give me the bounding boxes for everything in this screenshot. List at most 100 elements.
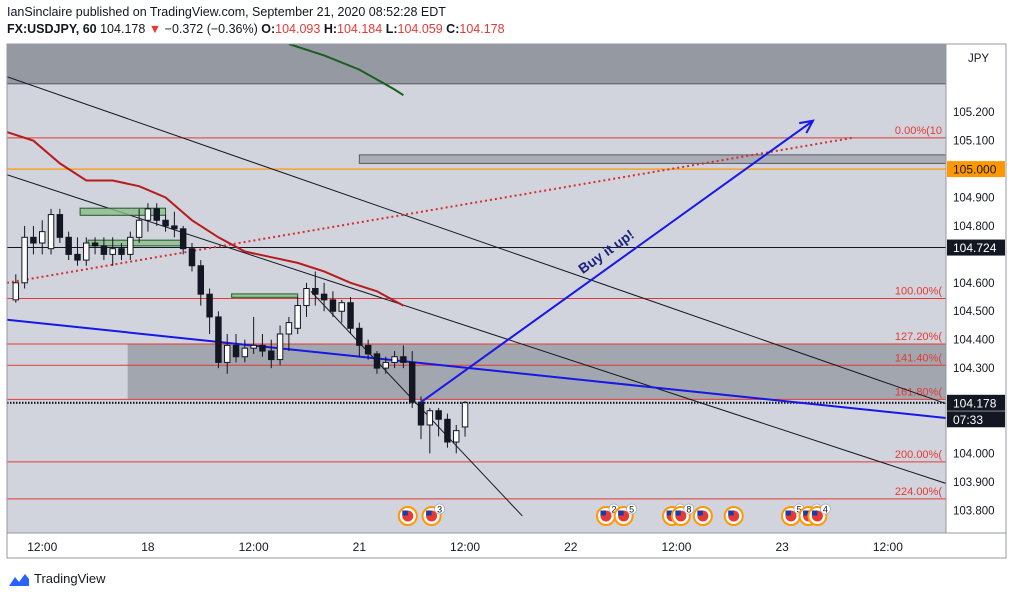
event-flag-canton xyxy=(402,510,408,516)
candle-body xyxy=(426,410,434,426)
candle-body xyxy=(382,361,390,369)
candle xyxy=(109,237,116,266)
candle xyxy=(285,316,293,352)
x-tick-label: 21 xyxy=(353,540,367,554)
price-badge-label: 104.178 xyxy=(953,396,997,410)
candle-body xyxy=(329,299,337,312)
zone-rect xyxy=(7,44,946,85)
candle xyxy=(30,225,37,255)
plot-background xyxy=(7,44,946,533)
candle-body xyxy=(47,214,55,250)
candle xyxy=(444,413,451,448)
price-badge-label: 07:33 xyxy=(953,413,983,427)
candle xyxy=(65,231,72,261)
event-marker-icon xyxy=(397,506,418,526)
x-tick-label: 22 xyxy=(564,540,578,554)
candle-body xyxy=(171,225,178,230)
trend-line xyxy=(7,76,946,405)
event-flag-canton xyxy=(697,510,703,516)
price-badge xyxy=(947,161,1005,178)
candle-body xyxy=(241,347,249,358)
event-count-bubble xyxy=(820,503,831,515)
event-marker-icon: 3 xyxy=(421,503,445,526)
price-chart[interactable]: 0.00%(10 100.00%(127.20%(141.40%(161.80%(… xyxy=(0,0,1013,566)
candle-body xyxy=(461,402,469,428)
candle-body xyxy=(285,322,293,335)
candle-body xyxy=(21,236,28,284)
event-flag-canton xyxy=(811,510,818,516)
event-flag-canton xyxy=(426,510,432,516)
candle xyxy=(373,351,381,374)
event-count: 4 xyxy=(823,505,828,515)
zone-rect xyxy=(358,154,946,164)
event-marker-icon: 4 xyxy=(807,503,831,526)
candle xyxy=(232,333,240,363)
candle-body xyxy=(347,302,354,329)
symbol-line: FX:USDJPY, 60 104.178 ▼ −0.372 (−0.36%) … xyxy=(7,22,505,36)
candle xyxy=(312,271,319,306)
candle xyxy=(435,407,442,437)
event-count: 5 xyxy=(629,505,634,515)
candle-body xyxy=(444,418,451,443)
event-marker-icon xyxy=(723,506,744,526)
candle-body xyxy=(320,293,328,301)
candle xyxy=(135,208,143,244)
event-count-bubble xyxy=(434,503,445,515)
x-tick-label: 12:00 xyxy=(661,540,691,554)
open-value: 104.093 xyxy=(275,22,321,36)
candle xyxy=(74,237,81,266)
open-label: O: xyxy=(261,22,276,36)
candle-body xyxy=(232,344,240,358)
candle xyxy=(268,339,275,369)
event-flag-canton xyxy=(666,510,673,516)
moving-average-red xyxy=(7,131,404,307)
candle xyxy=(179,225,187,255)
candle-body xyxy=(39,231,46,244)
candle xyxy=(356,322,363,357)
candle-body xyxy=(338,302,345,312)
event-marker-icon: 5 xyxy=(613,503,637,526)
range-box xyxy=(87,239,184,247)
candle xyxy=(144,203,152,232)
y-tick-label: 103.900 xyxy=(953,477,995,489)
candle-body xyxy=(162,219,169,227)
candle-body xyxy=(259,344,266,352)
low-label: L: xyxy=(385,22,398,36)
candle-body xyxy=(30,236,37,244)
currency-label: JPY xyxy=(968,53,989,65)
fib-level-label: 224.00%( xyxy=(895,486,942,498)
price-change: −0.372 (−0.36%) xyxy=(164,22,258,36)
candle xyxy=(320,282,328,312)
tradingview-brand[interactable]: TradingView xyxy=(34,571,106,586)
tradingview-logo-icon[interactable] xyxy=(8,572,30,588)
candle xyxy=(39,220,46,255)
close-label: C: xyxy=(446,22,460,36)
candle xyxy=(391,351,398,369)
candle xyxy=(153,203,160,226)
candle xyxy=(223,333,231,374)
event-flag-canton xyxy=(675,510,681,516)
candle-body xyxy=(276,333,284,361)
candle-body xyxy=(391,356,398,363)
x-tick-label: 18 xyxy=(141,540,155,554)
symbol-name[interactable]: FX:USDJPY, 60 xyxy=(7,22,97,36)
candle-body xyxy=(179,228,187,250)
candle xyxy=(171,211,178,238)
price-badge xyxy=(947,411,1005,428)
candle-body xyxy=(215,316,222,363)
x-tick-label: 12:00 xyxy=(27,540,57,554)
candle xyxy=(250,316,257,354)
event-count-bubble xyxy=(683,503,695,515)
buy-arrow-line xyxy=(420,119,814,404)
candle-body xyxy=(417,401,425,426)
candle xyxy=(162,214,169,232)
candle xyxy=(276,325,284,366)
footer: TradingView xyxy=(0,566,1013,597)
y-tick-label: 104.000 xyxy=(953,448,995,460)
y-tick-label: 104.900 xyxy=(953,193,995,205)
candle-body xyxy=(100,245,108,255)
candle xyxy=(215,311,222,369)
candle-body xyxy=(356,327,363,346)
high-value: 104.184 xyxy=(337,22,383,36)
candle xyxy=(461,401,469,437)
